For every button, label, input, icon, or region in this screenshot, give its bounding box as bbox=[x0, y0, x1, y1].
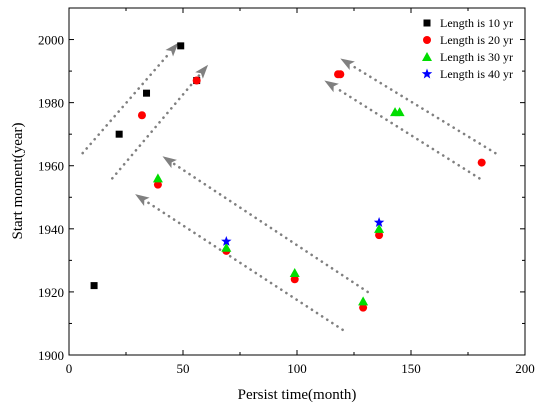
data-point bbox=[177, 42, 185, 50]
dotted-arrow-line bbox=[350, 64, 497, 155]
y-tick-label: 1920 bbox=[38, 285, 64, 300]
data-point bbox=[221, 242, 232, 252]
data-point bbox=[375, 231, 384, 240]
x-tick-label: 50 bbox=[177, 361, 190, 376]
x-tick-label: 100 bbox=[287, 361, 307, 376]
data-point bbox=[137, 111, 146, 120]
series-2 bbox=[137, 70, 486, 312]
x-axis-title: Persist time(month) bbox=[238, 387, 357, 403]
data-point bbox=[374, 223, 385, 233]
x-tick-label: 150 bbox=[401, 361, 421, 376]
dotted-arrow-line bbox=[81, 51, 171, 155]
y-tick-label: 1960 bbox=[38, 159, 64, 174]
legend-marker bbox=[422, 52, 432, 61]
arrow-head bbox=[162, 156, 177, 169]
data-point bbox=[477, 158, 486, 167]
series-3 bbox=[152, 107, 405, 306]
data-point bbox=[221, 235, 232, 246]
legend: Length is 10 yr Length is 20 yr Length is … bbox=[421, 16, 513, 81]
legend-label: Length is 40 yr bbox=[440, 67, 513, 81]
data-point bbox=[289, 267, 300, 277]
arrow-head bbox=[324, 80, 339, 93]
y-axis-title: Start moment(year) bbox=[10, 122, 26, 239]
legend-label: Length is 30 yr bbox=[440, 50, 513, 64]
x-tick-label: 0 bbox=[66, 361, 73, 376]
legend-label: Length is 20 yr bbox=[440, 33, 513, 47]
data-point bbox=[153, 180, 162, 189]
data-point bbox=[358, 296, 369, 306]
data-point bbox=[115, 130, 123, 138]
arrow-head bbox=[135, 194, 150, 206]
data-points bbox=[90, 42, 486, 312]
data-point bbox=[359, 303, 368, 312]
legend-label: Length is 10 yr bbox=[440, 16, 513, 30]
legend-marker bbox=[423, 36, 431, 44]
legend-marker bbox=[421, 68, 433, 79]
arrow-head bbox=[340, 58, 355, 71]
data-point bbox=[373, 217, 385, 227]
annotation-arrows bbox=[81, 42, 497, 332]
series-4 bbox=[221, 217, 385, 246]
y-tick-label: 1900 bbox=[38, 348, 64, 363]
y-tick-label: 2000 bbox=[38, 33, 64, 48]
x-tick-label: 200 bbox=[515, 361, 535, 376]
axis-ticks: 0 50 100 150 200 1900 1920 1940 1960 1980 2000 bbox=[38, 8, 535, 376]
dotted-arrow-line bbox=[145, 200, 344, 332]
y-tick-label: 1980 bbox=[38, 96, 64, 111]
dotted-arrow-line bbox=[111, 74, 201, 180]
data-point bbox=[336, 70, 345, 79]
data-point bbox=[290, 275, 299, 284]
data-point bbox=[143, 89, 151, 97]
arrow-head bbox=[195, 64, 209, 79]
dotted-arrow-line bbox=[172, 162, 369, 294]
data-point bbox=[152, 173, 163, 183]
data-point bbox=[90, 282, 98, 290]
dotted-arrow-line bbox=[334, 86, 481, 180]
arrow-head bbox=[165, 42, 179, 57]
data-point bbox=[394, 107, 405, 117]
data-point bbox=[192, 76, 201, 85]
legend-marker bbox=[423, 19, 431, 27]
y-tick-label: 1940 bbox=[38, 222, 64, 237]
